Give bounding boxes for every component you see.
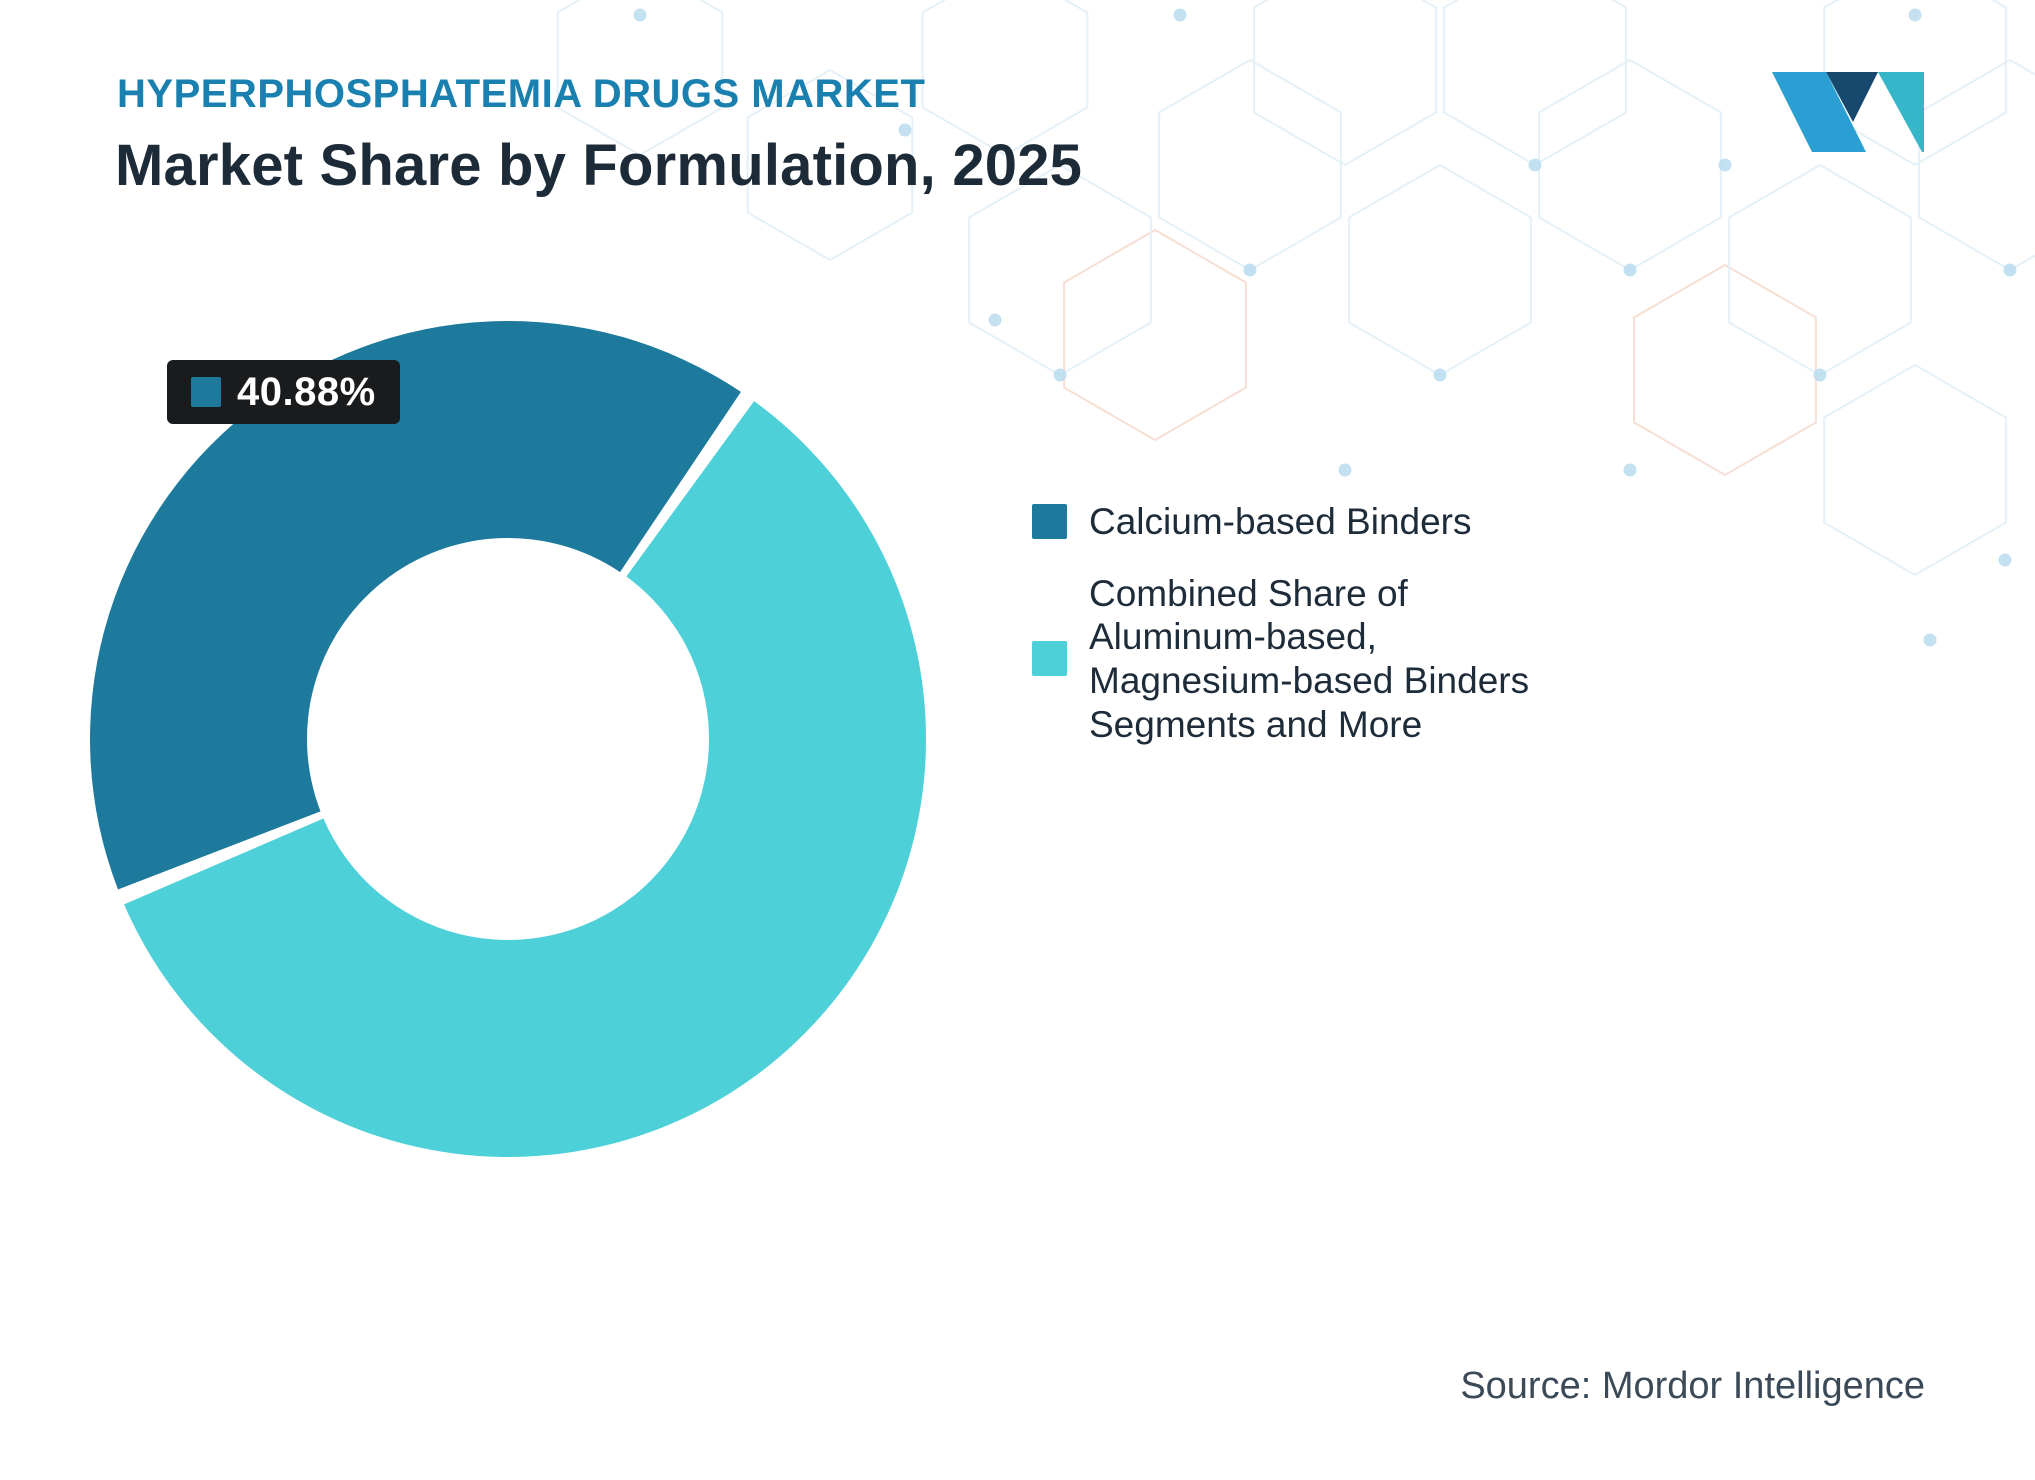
callout-value: 40.88% (237, 369, 376, 414)
donut-segment (124, 401, 926, 1157)
mordor-intelligence-logo (1772, 72, 1924, 152)
legend-item-combined: Combined Share of Aluminum-based, Magnes… (1032, 572, 1632, 747)
legend-label-calcium: Calcium-based Binders (1089, 501, 1472, 542)
legend-swatch-calcium (1032, 504, 1067, 540)
legend-label-combined: Combined Share of Aluminum-based, Magnes… (1089, 572, 1530, 745)
report-eyebrow: HYPERPHOSPHATEMIA DRUGS MARKET (117, 72, 926, 116)
data-label-callout: 40.88% (167, 360, 400, 424)
legend-item-calcium: Calcium-based Binders (1032, 500, 1632, 544)
page-title: Market Share by Formulation, 2025 (115, 133, 1083, 198)
source-attribution: Source: Mordor Intelligence (1460, 1365, 1925, 1407)
donut-chart (90, 321, 926, 1157)
legend-swatch-combined (1032, 641, 1067, 677)
callout-swatch (191, 377, 221, 407)
chart-legend: Calcium-based Binders Combined Share of … (1032, 500, 1632, 774)
donut-svg (90, 321, 926, 1157)
donut-segment (90, 321, 741, 890)
